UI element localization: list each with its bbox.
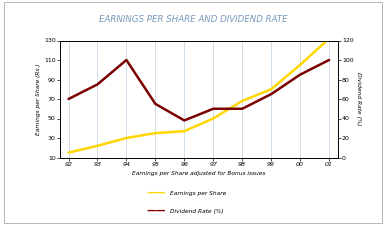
X-axis label: Earnings per Share adjusted for Bonus issues: Earnings per Share adjusted for Bonus is… xyxy=(132,171,266,176)
Y-axis label: Earnings per Share (Rs.): Earnings per Share (Rs.) xyxy=(36,63,41,135)
Y-axis label: Dividend Rate (%): Dividend Rate (%) xyxy=(356,72,361,126)
Text: Dividend Rate (%): Dividend Rate (%) xyxy=(170,209,223,214)
Text: ——: —— xyxy=(147,205,166,215)
Text: Earnings per Share: Earnings per Share xyxy=(170,191,226,196)
Text: ——: —— xyxy=(147,187,166,197)
Text: EARNINGS PER SHARE AND DIVIDEND RATE: EARNINGS PER SHARE AND DIVIDEND RATE xyxy=(99,15,287,24)
